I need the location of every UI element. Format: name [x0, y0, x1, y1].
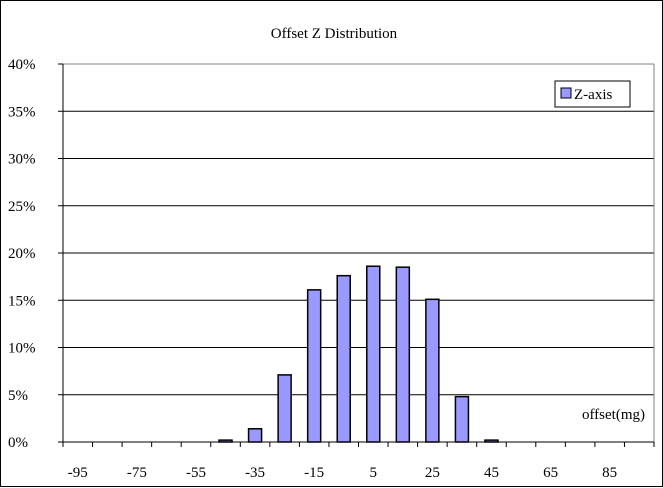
axes: [58, 63, 655, 447]
bar: [425, 298, 440, 443]
legend: Z-axis: [554, 80, 631, 108]
x-tick-label: 85: [602, 465, 617, 481]
legend-swatch: [560, 87, 572, 99]
legend-label-z-axis: Z-axis: [574, 87, 612, 103]
bar: [218, 439, 233, 443]
bar: [277, 374, 292, 443]
gridlines: [63, 63, 654, 396]
x-tick-label: -55: [186, 465, 206, 481]
y-tick-label: 10%: [8, 341, 36, 357]
y-tick-label: 0%: [8, 435, 28, 451]
y-tick-label: 35%: [8, 104, 36, 120]
x-tick-label: -35: [245, 465, 265, 481]
bar: [336, 274, 351, 443]
x-tick-label: 25: [425, 465, 440, 481]
x-tick-label: 5: [370, 465, 378, 481]
y-tick-label: 30%: [8, 152, 36, 168]
x-tick-label: -75: [127, 465, 147, 481]
x-tick-label: -95: [68, 465, 88, 481]
x-tick-label: 65: [543, 465, 558, 481]
bar: [247, 428, 263, 443]
legend-box: [554, 80, 631, 108]
x-tick-label: -15: [304, 465, 324, 481]
x-axis-label: offset(mg): [582, 407, 645, 423]
x-tick-label: 45: [484, 465, 499, 481]
y-tick-labels: 0% 5% 10% 15% 20% 25% 30% 35% 40%: [8, 57, 36, 451]
bars: [218, 265, 499, 443]
x-tick-labels: -95 -75 -55 -35 -15 5 25 45 65 85: [68, 465, 617, 481]
y-tick-label: 25%: [8, 199, 36, 215]
bar: [454, 395, 470, 443]
chart-title: Offset Z Distribution: [271, 26, 398, 42]
y-tick-label: 5%: [8, 388, 28, 404]
bar: [395, 266, 411, 443]
bar: [484, 439, 499, 443]
y-tick-label: 40%: [8, 57, 36, 73]
y-tick-label: 20%: [8, 246, 36, 262]
bar: [306, 289, 322, 443]
bar: [366, 265, 381, 443]
y-tick-label: 15%: [8, 293, 36, 309]
